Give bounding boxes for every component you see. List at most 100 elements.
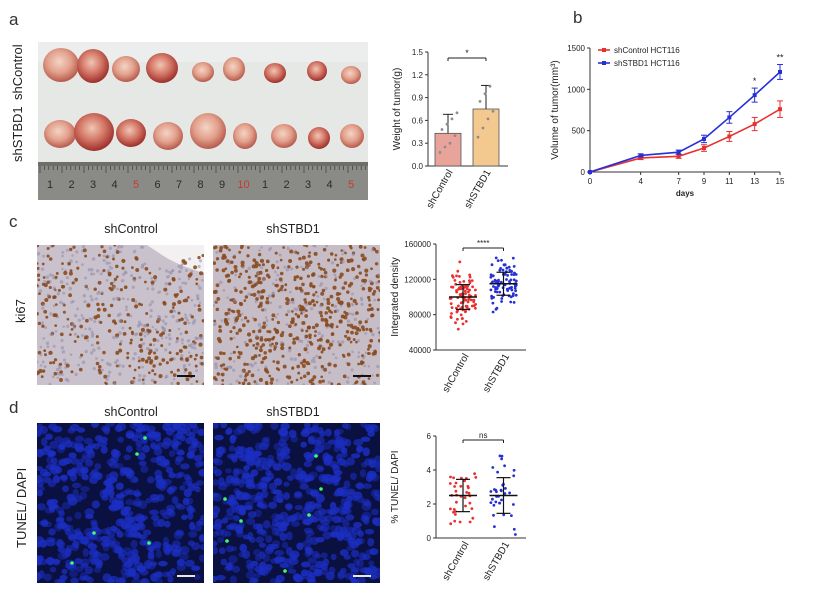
dapi-nucleus <box>346 457 355 466</box>
nucleus <box>213 261 217 265</box>
y-tick-label: 0.3 <box>412 139 424 148</box>
dapi-nucleus <box>159 509 168 516</box>
y-tick-label: 40000 <box>409 346 432 355</box>
nucleus <box>115 275 119 279</box>
dapi-nucleus <box>71 482 82 489</box>
nucleus <box>79 324 84 329</box>
dapi-nucleus <box>263 566 272 574</box>
nucleus <box>52 304 56 308</box>
dapi-nucleus <box>232 477 242 485</box>
dapi-nucleus <box>157 518 166 528</box>
nucleus <box>158 362 162 366</box>
nucleus <box>121 326 125 330</box>
nucleus <box>218 248 223 253</box>
nucleus <box>299 308 303 312</box>
nucleus <box>101 291 104 294</box>
dapi-nucleus <box>309 489 320 497</box>
nucleus <box>115 250 120 254</box>
nucleus <box>258 354 261 357</box>
dapi-nucleus <box>146 425 156 432</box>
nucleus <box>100 358 104 362</box>
dapi-nucleus <box>179 434 186 442</box>
data-point <box>588 170 592 174</box>
nucleus <box>105 255 109 259</box>
nucleus <box>320 375 324 379</box>
dapi-nucleus <box>226 427 233 435</box>
data-point <box>470 304 474 308</box>
nucleus <box>177 311 181 315</box>
nucleus <box>132 376 136 380</box>
nucleus <box>286 382 290 385</box>
dapi-nucleus <box>249 577 256 583</box>
nucleus <box>224 274 229 278</box>
nucleus <box>153 372 157 376</box>
data-point <box>450 312 453 315</box>
nucleus <box>224 321 230 326</box>
nucleus <box>235 331 239 335</box>
data-point <box>493 488 496 491</box>
data-point <box>489 490 493 493</box>
nucleus <box>309 342 314 346</box>
y-tick-label: 1.2 <box>412 71 424 80</box>
nucleus <box>312 375 317 379</box>
dapi-nucleus <box>274 549 285 556</box>
nucleus <box>165 361 169 365</box>
nucleus <box>195 369 199 373</box>
nucleus <box>180 263 184 267</box>
nucleus <box>65 282 69 286</box>
nucleus <box>243 378 248 382</box>
nucleus <box>89 317 94 322</box>
dapi-nucleus <box>175 448 185 456</box>
dapi-nucleus <box>279 556 286 563</box>
nucleus <box>360 296 363 300</box>
nucleus <box>190 382 194 385</box>
tunel-positive <box>143 436 147 440</box>
nucleus <box>176 337 179 340</box>
nucleus <box>52 276 55 280</box>
tumor-control-9 <box>341 66 361 84</box>
dapi-nucleus <box>126 551 137 558</box>
dapi-nucleus <box>184 559 195 567</box>
nucleus <box>266 338 270 341</box>
nucleus <box>371 374 374 377</box>
nucleus <box>96 302 100 307</box>
dapi-nucleus <box>304 505 315 513</box>
nucleus <box>113 277 118 281</box>
nucleus <box>45 315 49 319</box>
dapi-nucleus <box>75 565 84 572</box>
nucleus <box>363 246 367 249</box>
dapi-nucleus <box>169 439 180 448</box>
nucleus <box>46 345 50 349</box>
nucleus <box>112 297 116 301</box>
nucleus <box>189 272 193 276</box>
dapi-nucleus <box>120 506 130 515</box>
nucleus <box>300 290 304 294</box>
nucleus <box>41 306 45 310</box>
dapi-nucleus <box>333 429 341 437</box>
dapi-nucleus <box>229 434 236 444</box>
data-point <box>512 474 516 478</box>
nucleus <box>302 267 306 271</box>
nucleus <box>102 254 106 258</box>
nucleus <box>312 356 316 360</box>
dapi-nucleus <box>368 459 377 469</box>
dapi-nucleus <box>164 520 171 528</box>
dapi-nucleus <box>55 517 65 523</box>
significance-label: ** <box>776 53 784 63</box>
nucleus <box>61 350 66 354</box>
data-point <box>702 146 706 151</box>
nucleus <box>233 268 238 273</box>
data-point <box>492 513 495 517</box>
dapi-nucleus <box>180 545 190 555</box>
nucleus <box>268 248 271 252</box>
data-point <box>502 513 506 517</box>
data-point <box>455 274 458 278</box>
legend-label: shSTBD1 HCT116 <box>614 59 680 68</box>
nucleus <box>84 284 88 288</box>
dapi-nucleus <box>333 470 343 476</box>
nucleus <box>365 327 369 331</box>
nucleus <box>274 316 278 319</box>
x-tick-label: 0 <box>588 177 593 186</box>
nucleus <box>184 269 188 272</box>
nucleus <box>318 355 322 360</box>
